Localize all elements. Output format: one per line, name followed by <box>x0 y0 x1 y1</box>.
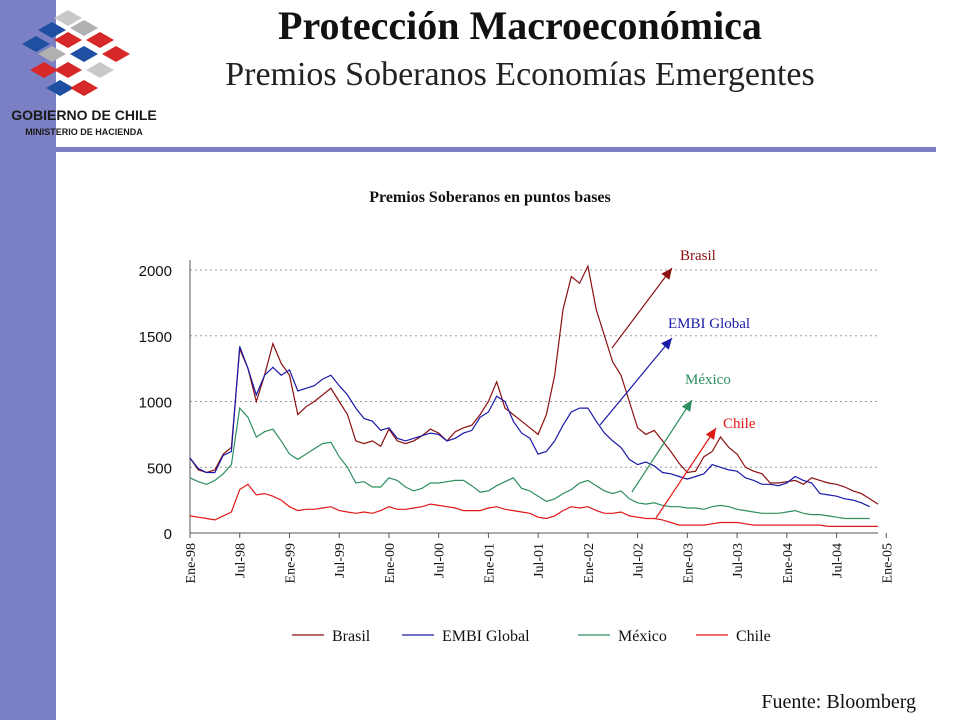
x-tick-label: Jul-00 <box>433 543 448 578</box>
series-line-chile <box>189 483 878 527</box>
annotation-arrow-chile <box>655 427 717 519</box>
y-tick-label: 1000 <box>139 395 172 412</box>
x-tick-label: Jul-98 <box>234 543 249 578</box>
annotation-label-m-xico: México <box>685 372 731 388</box>
legend-label-chile: Chile <box>736 628 771 645</box>
slide-title: Protección Macroeconómica <box>278 3 762 48</box>
annotation-arrow-embi-global <box>599 337 673 426</box>
y-tick-label: 1500 <box>139 329 172 346</box>
government-logo: GOBIERNO DE CHILE MINISTERIO DE HACIENDA <box>11 10 157 137</box>
annotation-label-embi-global: EMBI Global <box>668 316 750 332</box>
annotation-arrowhead-embi-global <box>661 338 672 350</box>
x-tick-label: Jul-02 <box>632 543 647 578</box>
x-tick-label: Jul-03 <box>731 543 746 578</box>
x-tick-label: Jul-99 <box>333 543 348 578</box>
y-tick-label: 0 <box>164 526 172 543</box>
series-line-embi-global <box>189 346 870 508</box>
y-tick-label: 500 <box>147 460 172 477</box>
source-note: Fuente: Bloomberg <box>761 691 916 713</box>
logo-emblem-icon <box>22 10 130 96</box>
annotation-label-brasil: Brasil <box>680 248 716 264</box>
logo-line2: MINISTERIO DE HACIENDA <box>25 127 143 137</box>
header-divider <box>32 147 936 152</box>
x-tick-label: Jul-01 <box>532 543 547 578</box>
x-tick-label: Ene-03 <box>681 543 696 583</box>
y-tick-label: 2000 <box>139 263 172 280</box>
annotation-label-chile: Chile <box>723 416 756 432</box>
x-tick-label: Ene-00 <box>383 543 398 583</box>
slide-subtitle: Premios Soberanos Economías Emergentes <box>225 56 815 93</box>
chart-title: Premios Soberanos en puntos bases <box>369 189 611 206</box>
annotation-arrowhead-m-xico <box>681 400 692 412</box>
series-line-brasil <box>189 264 879 505</box>
x-tick-label: Jul-04 <box>831 543 846 578</box>
x-tick-label: Ene-04 <box>781 543 796 583</box>
annotation-arrow-brasil <box>611 267 673 349</box>
series-line-m-xico <box>189 406 870 520</box>
annotation-arrowhead-brasil <box>661 268 672 280</box>
legend-label-m-xico: México <box>618 628 667 645</box>
x-tick-label: Ene-99 <box>283 543 298 583</box>
annotation-arrowhead-chile <box>705 428 716 440</box>
sovereign-spreads-chart: Premios Soberanos en puntos bases 0 500 100… <box>139 189 896 645</box>
legend-label-embi-global: EMBI Global <box>442 628 530 645</box>
x-tick-label: Ene-98 <box>184 543 199 583</box>
x-tick-label: Ene-05 <box>880 543 895 583</box>
legend-label-brasil: Brasil <box>332 628 371 645</box>
annotation-arrow-m-xico <box>631 399 693 493</box>
x-tick-label: Ene-01 <box>482 543 497 583</box>
x-tick-label: Ene-02 <box>582 543 597 583</box>
logo-line1: GOBIERNO DE CHILE <box>11 107 156 123</box>
sidebar-band <box>0 0 56 720</box>
